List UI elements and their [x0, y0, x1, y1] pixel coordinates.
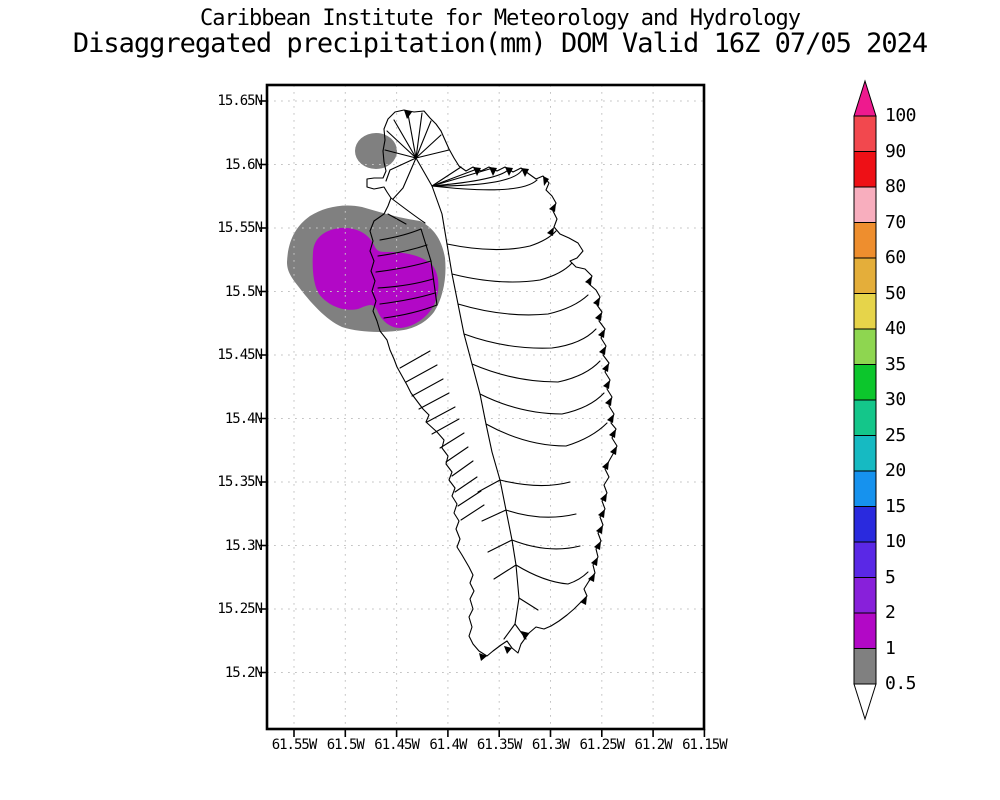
coastal-watershed-teeth: [404, 110, 617, 661]
lat-label: 15.25N: [217, 601, 263, 617]
colorbar-tick-label: 15: [885, 495, 906, 517]
colorbar-cell: [853, 151, 877, 188]
colorbar-cell: [853, 506, 877, 543]
colorbar-tick-label: 0.5: [885, 673, 917, 694]
colorbar-under-arrow: [853, 683, 877, 721]
colorbar-cell: [853, 186, 877, 223]
figure-title-line1: Caribbean Institute for Meteorology and …: [199, 6, 801, 31]
lon-label: 61.3W: [531, 737, 570, 753]
lon-label: 61.25W: [579, 737, 626, 753]
colorbar-cell: [853, 222, 877, 259]
lat-label: 15.2N: [224, 664, 263, 681]
lon-label: 61.2W: [634, 737, 673, 753]
colorbar: [853, 79, 877, 721]
map-border: [265, 83, 706, 731]
colorbar-cell: [853, 399, 877, 436]
lon-label: 61.35W: [476, 737, 523, 753]
colorbar-cell: [853, 612, 877, 649]
lat-label: 15.45N: [217, 347, 263, 363]
colorbar-tick-label: 35: [885, 353, 906, 375]
watershed-boundaries: [375, 112, 608, 640]
lat-label: 15.3N: [224, 537, 263, 554]
colorbar-tick-label: 1: [885, 637, 896, 659]
colorbar-tick-label: 90: [885, 140, 906, 162]
lon-label: 61.4W: [429, 737, 467, 753]
colorbar-tick-label: 10: [885, 531, 906, 552]
lon-label: 61.5W: [326, 737, 365, 753]
colorbar-cell: [853, 328, 877, 365]
colorbar-tick-label: 70: [885, 211, 906, 233]
lat-label: 15.6N: [224, 156, 263, 173]
lon-label: 61.15W: [682, 737, 728, 753]
lon-label: 61.45W: [374, 737, 420, 753]
colorbar-tick-label: 20: [885, 460, 906, 481]
colorbar-tick-label: 5: [885, 566, 896, 588]
lat-label: 15.65N: [217, 93, 263, 109]
colorbar-cell: [853, 577, 877, 614]
colorbar-cell: [853, 257, 877, 294]
colorbar-cell: [853, 470, 877, 507]
figure-title-line2: Disaggregated precipitation(mm) DOM Vali…: [72, 28, 928, 59]
coastline: [366, 109, 618, 657]
colorbar-tick-label: 100: [885, 105, 917, 126]
colorbar-tick-label: 60: [885, 247, 906, 268]
colorbar-cell: [853, 541, 877, 578]
colorbar-tick-label: 80: [885, 176, 906, 197]
colorbar-tick-label: 2: [885, 602, 896, 623]
colorbar-cell: [853, 364, 877, 401]
colorbar-cell: [853, 115, 877, 152]
colorbar-cell: [853, 435, 877, 472]
lat-label: 15.4N: [224, 410, 263, 427]
lat-label: 15.35N: [217, 474, 263, 490]
colorbar-over-arrow: [853, 79, 877, 117]
colorbar-tick-label: 40: [885, 318, 906, 339]
dominica-island: [366, 109, 618, 661]
lat-label: 15.5N: [224, 283, 263, 300]
graticule-grid: [267, 85, 705, 729]
colorbar-tick-label: 50: [885, 282, 906, 304]
colorbar-cell: [853, 648, 877, 685]
lat-label: 15.55N: [217, 220, 263, 236]
colorbar-tick-label: 30: [885, 389, 906, 410]
lon-label: 61.55W: [271, 737, 318, 753]
precip-blob-light-north: [355, 133, 397, 169]
colorbar-tick-label: 25: [885, 424, 906, 446]
plot-frame: [259, 83, 706, 737]
colorbar-cell: [853, 293, 877, 330]
precip-blob-moderate-west: [312, 227, 439, 328]
